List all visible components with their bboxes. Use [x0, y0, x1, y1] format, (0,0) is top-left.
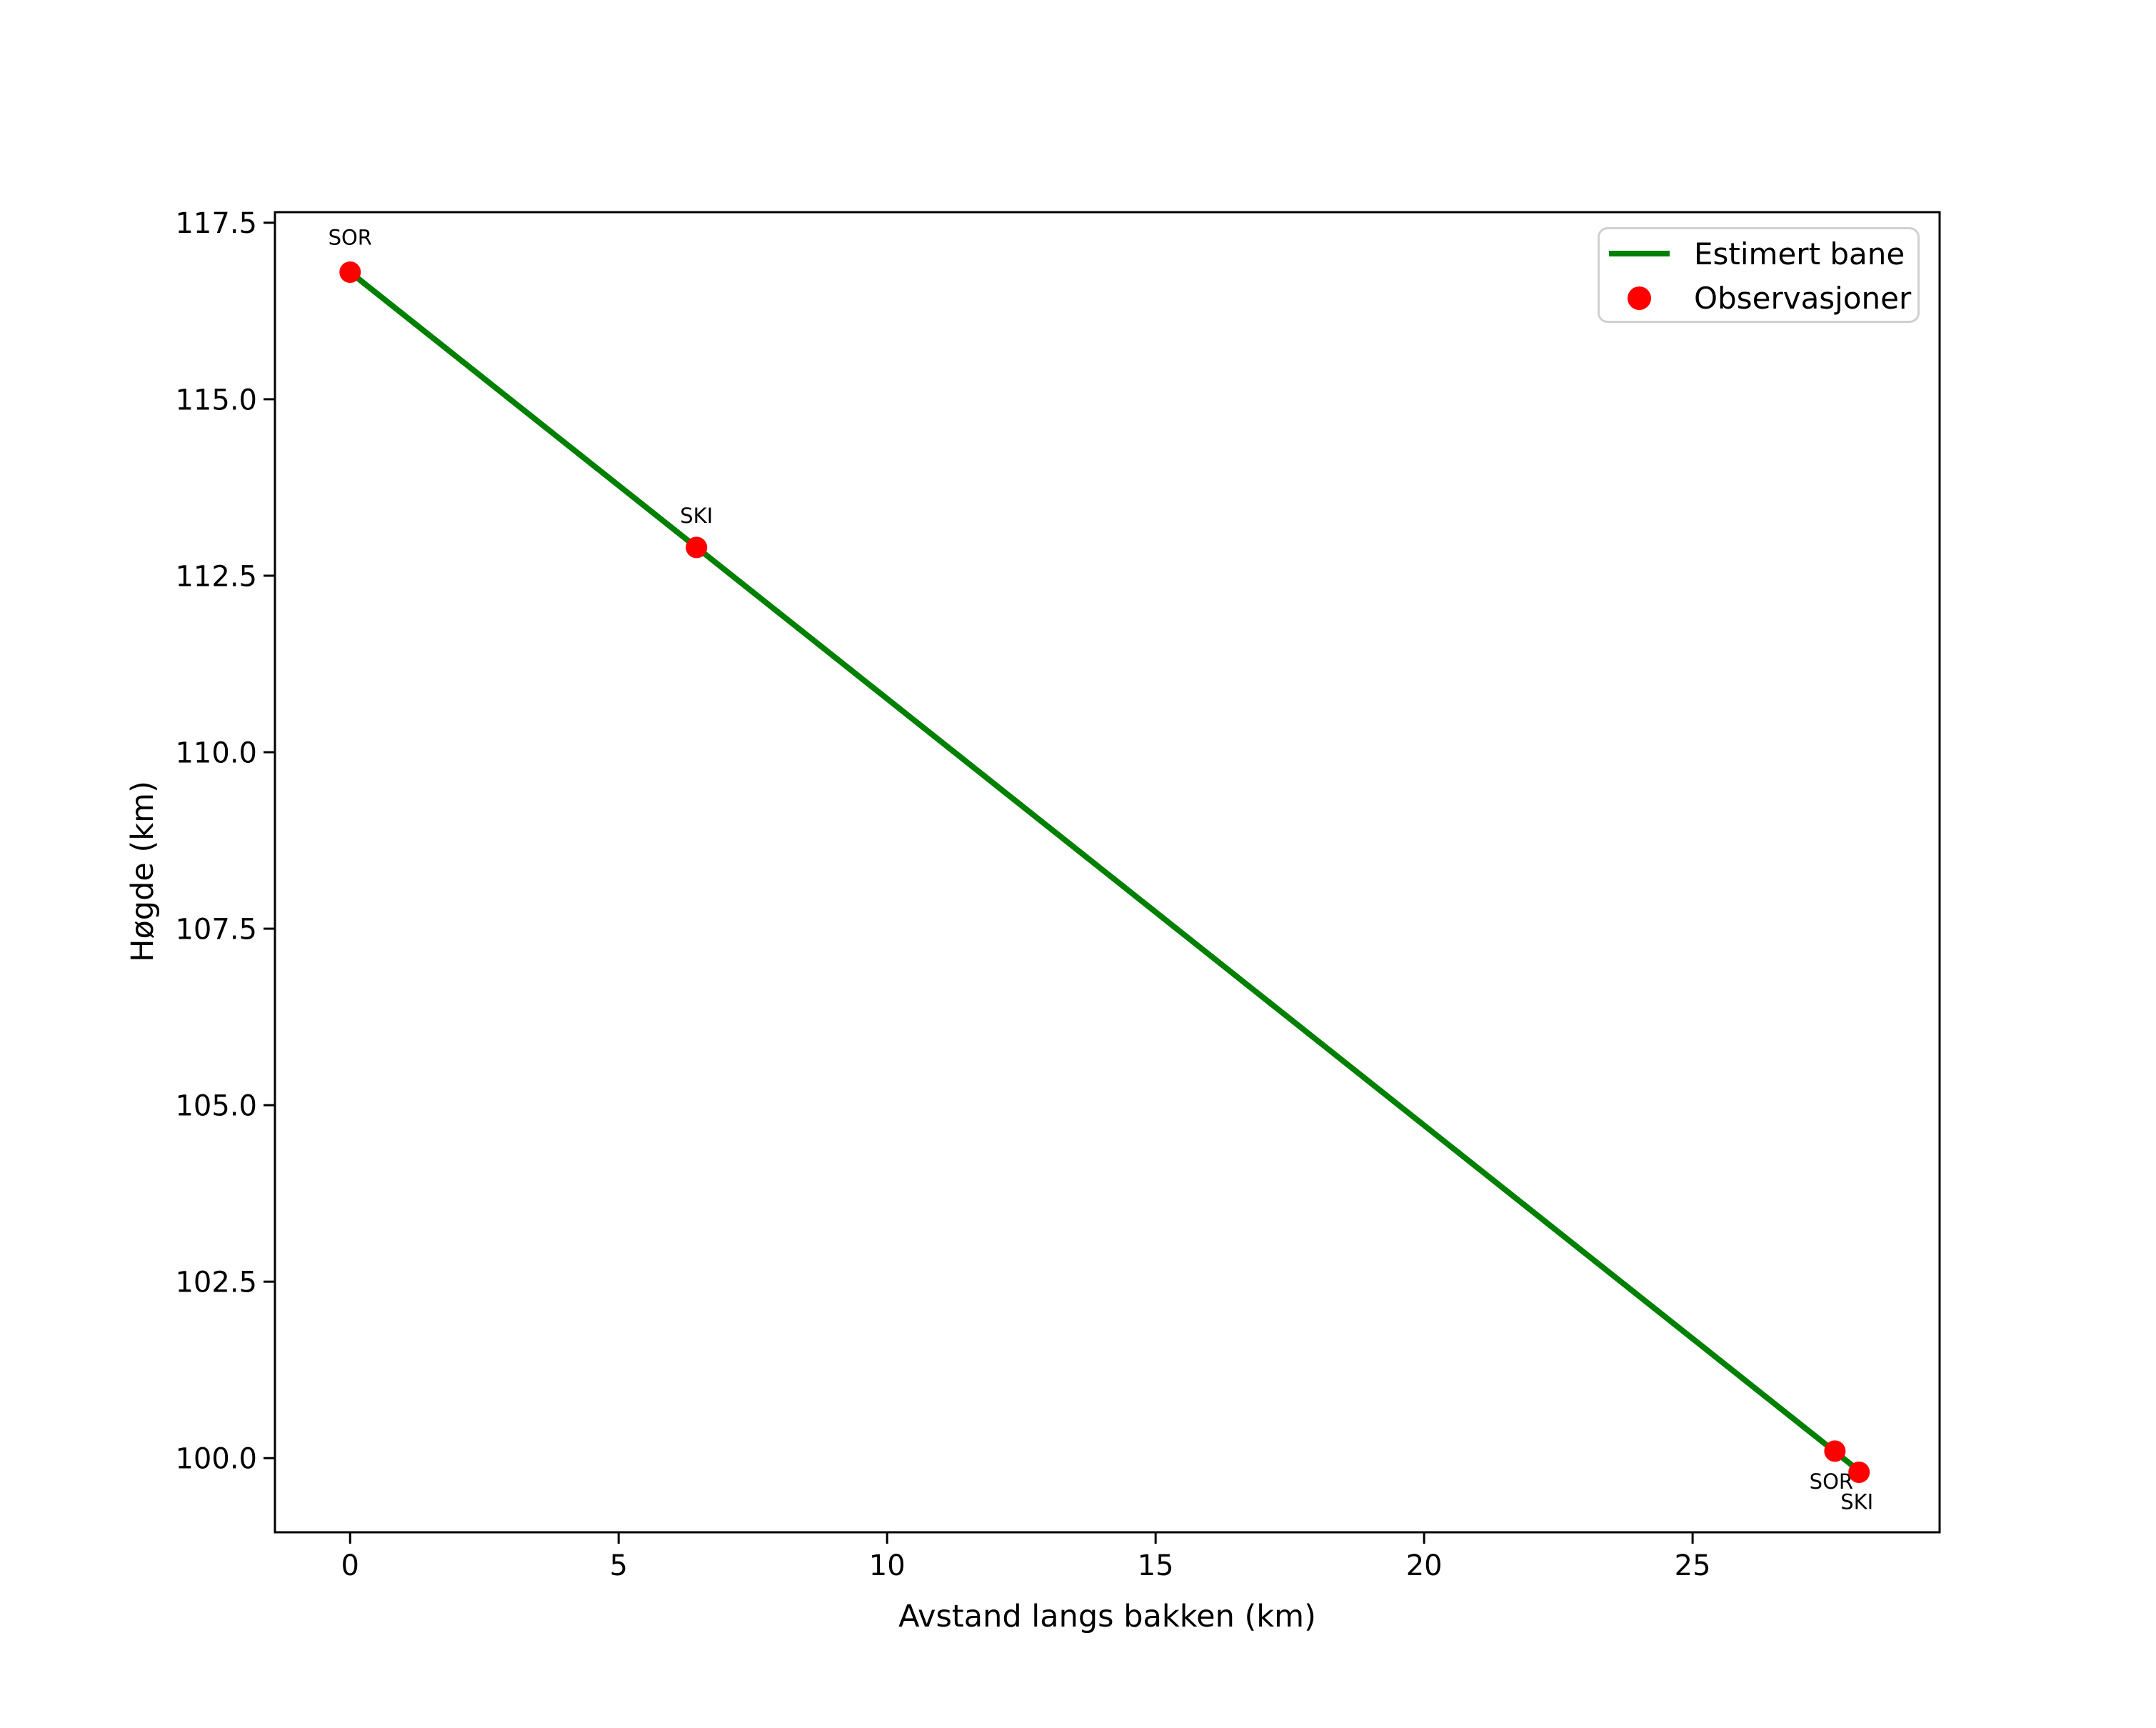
legend-label: Observasjoner	[1694, 280, 1912, 316]
y-tick-label: 112.5	[175, 560, 257, 593]
x-tick-label: 20	[1406, 1549, 1443, 1582]
observation-point	[339, 261, 361, 283]
estimated-path-line	[347, 269, 1862, 1474]
observation-point	[686, 536, 708, 559]
x-tick-label: 25	[1675, 1549, 1711, 1582]
legend-entry-observasjoner: Observasjoner	[1609, 276, 1917, 320]
legend-sample	[1609, 251, 1670, 256]
x-tick-label: 0	[341, 1549, 359, 1582]
observation-point	[1848, 1462, 1870, 1483]
y-tick-label: 100.0	[175, 1443, 257, 1476]
x-tick-label: 5	[610, 1549, 628, 1582]
legend-entry-estimert-bane: Estimert bane	[1609, 231, 1917, 276]
y-tick-label: 105.0	[175, 1090, 257, 1123]
y-tick-label: 115.0	[175, 384, 257, 416]
y-axis-label: Høgde (km)	[125, 781, 161, 962]
y-tick-label: 110.0	[175, 736, 257, 769]
legend-dot-icon	[1628, 286, 1651, 310]
point-label: SKI	[680, 504, 713, 528]
point-label: SKI	[1840, 1489, 1873, 1514]
legend-line-icon	[1609, 251, 1670, 256]
x-tick-label: 15	[1138, 1549, 1174, 1582]
x-tick-label: 10	[869, 1549, 906, 1582]
legend-sample	[1609, 286, 1670, 310]
x-axis-label: Avstand langs bakken (km)	[898, 1599, 1316, 1634]
point-label: SOR	[1810, 1469, 1853, 1494]
point-label: SOR	[329, 225, 372, 249]
axes-frame	[274, 211, 1941, 1534]
observation-point	[1824, 1440, 1846, 1462]
y-tick-label: 117.5	[175, 207, 257, 240]
legend: Estimert bane Observasjoner	[1598, 227, 1920, 323]
legend-label: Estimert bane	[1694, 236, 1905, 271]
y-tick-label: 107.5	[175, 913, 257, 946]
y-tick-label: 102.5	[175, 1267, 257, 1299]
